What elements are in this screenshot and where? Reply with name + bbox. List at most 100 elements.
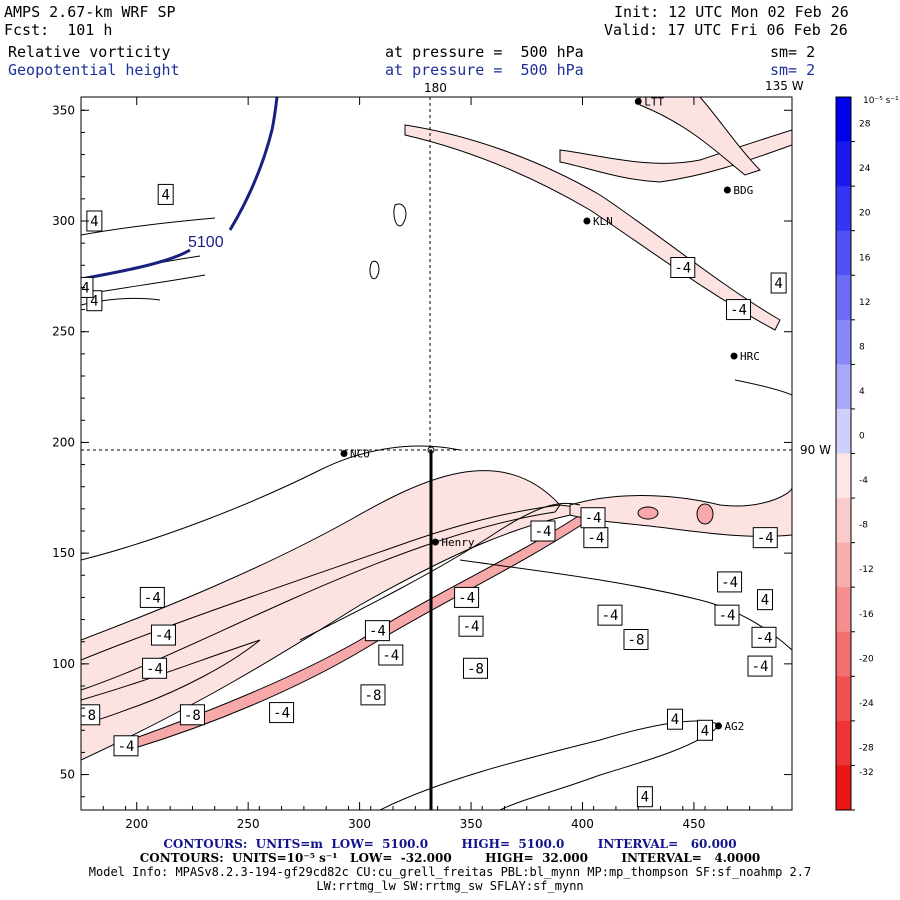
station-label: NCO — [350, 448, 370, 461]
vorticity-contour-label: -4 — [364, 620, 390, 642]
vorticity-label-box — [670, 257, 696, 278]
footer-model-info-2: LW:rrtmg_lw SW:rrtmg_sw SFLAY:sf_mynn — [316, 879, 584, 893]
vorticity-contour-label: -4 — [583, 527, 609, 549]
footer-vorticity-contours: CONTOURS: UNITS=10⁻⁵ s⁻¹ LOW= -32.000 HI… — [139, 851, 761, 865]
lon-label-180: 180 — [424, 81, 447, 95]
vorticity-contour-label: 4 — [757, 589, 773, 611]
station-marker — [723, 186, 731, 194]
station-label: AG2 — [724, 720, 744, 733]
vorticity-contour-label: -4 — [726, 299, 752, 321]
vorticity-label-text: -4 — [458, 590, 475, 606]
colorbar-segment — [836, 542, 851, 588]
vorticity-label-text: 4 — [671, 712, 679, 728]
station-hrc: HRC — [730, 350, 760, 363]
vorticity-contour-label: -4 — [747, 655, 773, 677]
vorticity-label-box — [269, 702, 295, 724]
vorticity-label-text: 4 — [774, 276, 782, 292]
vorticity-label-text: 4 — [761, 593, 769, 609]
vorticity-contour-label: 4 — [636, 786, 653, 808]
vorticity-contour-label: -4 — [142, 657, 168, 679]
vorticity-contour-label: 4 — [667, 708, 683, 730]
vorticity-label-box — [747, 655, 773, 677]
vorticity-label-text: -4 — [535, 524, 552, 540]
vorticity-label-box — [179, 704, 205, 726]
vorticity-label-text: -4 — [587, 531, 604, 547]
vorticity-label-text: -8 — [184, 708, 201, 724]
vorticity-contour-label: 4 — [697, 719, 713, 741]
vorticity-label-text: -8 — [467, 661, 484, 677]
station-bdg: BDG — [723, 184, 753, 197]
colorbar-segment — [836, 408, 851, 454]
vorticity-label-text: -4 — [155, 628, 172, 644]
vorticity-label-text: -4 — [752, 659, 769, 675]
vorticity-contour-line — [81, 445, 461, 561]
vorticity-label-text: 4 — [90, 214, 98, 230]
vorticity-label-text: -4 — [463, 619, 480, 635]
colorbar-segment — [836, 587, 851, 633]
vorticity-contour-label: -4 — [597, 604, 623, 626]
vorticity-contour-label: -4 — [458, 615, 484, 637]
vorticity-label-box — [667, 708, 683, 730]
colorbar-segment — [836, 498, 851, 544]
vorticity-label-box — [142, 657, 168, 679]
vorticity-contour-label: 4 — [81, 276, 94, 298]
lon-label-90w: 90 W — [800, 443, 831, 457]
vorticity-label-text: -4 — [602, 608, 619, 624]
colorbar-segment — [836, 275, 851, 321]
colorbar-label: -24 — [859, 699, 874, 709]
vorticity-label-box — [81, 704, 101, 726]
vorticity-label-box — [463, 657, 489, 679]
stations: NCO Henry KLN BDG HRC AG2 LTT — [340, 97, 760, 733]
vorticity-label-text: -4 — [382, 648, 399, 664]
colorbar-segment — [836, 453, 851, 499]
vorticity-label-text: 4 — [90, 294, 98, 310]
vorticity-label-box — [364, 620, 390, 642]
vorticity-contour-label: -4 — [670, 257, 696, 278]
x-tick-label: 350 — [460, 817, 483, 831]
vorticity-label-box — [81, 276, 94, 298]
vorticity-label-box — [580, 507, 606, 529]
y-tick-label: 100 — [52, 657, 75, 671]
station-marker — [730, 352, 738, 360]
x-axis: 200 250 300 350 400 450 — [80, 97, 773, 831]
field1-smoothing: sm= 2 — [770, 43, 816, 61]
vorticity-label-box — [454, 586, 480, 608]
vorticity-label-text: -4 — [756, 630, 773, 646]
vorticity-contour-label: 4 — [157, 183, 174, 205]
station-marker — [714, 722, 722, 730]
colorbar-label: -8 — [859, 521, 868, 531]
x-tick-label: 200 — [125, 817, 148, 831]
vorticity-label-text: -8 — [365, 688, 382, 704]
vorticity-contour-line — [81, 217, 216, 236]
vorticity-label-text: -4 — [585, 511, 602, 527]
colorbar-label: 0 — [859, 432, 865, 442]
vorticity-contour-label: 4 — [770, 272, 787, 294]
y-axis: 50 100 150 200 250 300 350 — [52, 103, 792, 798]
y-tick-label: 50 — [60, 768, 75, 782]
vorticity-label-text: 4 — [161, 187, 169, 203]
model-title: AMPS 2.67-km WRF SP — [4, 3, 176, 21]
station-label: Henry — [441, 536, 474, 549]
vorticity-contour-label: -4 — [714, 604, 740, 626]
vorticity-label-text: -4 — [674, 261, 691, 277]
vorticity-label-box — [752, 527, 778, 549]
colorbar-segment — [836, 631, 851, 677]
height-contour-5100 — [81, 248, 191, 281]
colorbar-label: -12 — [859, 565, 874, 575]
station-label: BDG — [733, 184, 753, 197]
vorticity-label-text: -4 — [273, 706, 290, 722]
footer-model-info: Model Info: MPASv8.2.3-194-gf29cd82c CU:… — [88, 865, 812, 879]
colorbar-segment — [836, 230, 851, 276]
height-contour-5100 — [228, 97, 279, 231]
vorticity-label-text: -4 — [719, 608, 736, 624]
vorticity-label-box — [717, 571, 743, 593]
vorticity-streak-ne-3 — [639, 97, 761, 176]
vorticity-contour-label: -8 — [463, 657, 489, 679]
vorticity-label-box — [623, 629, 649, 650]
field1-name: Relative vorticity — [8, 43, 171, 61]
vorticity-label-box — [530, 520, 556, 542]
vorticity-contour-label: -4 — [454, 586, 480, 608]
vorticity-band-upper — [81, 504, 562, 691]
